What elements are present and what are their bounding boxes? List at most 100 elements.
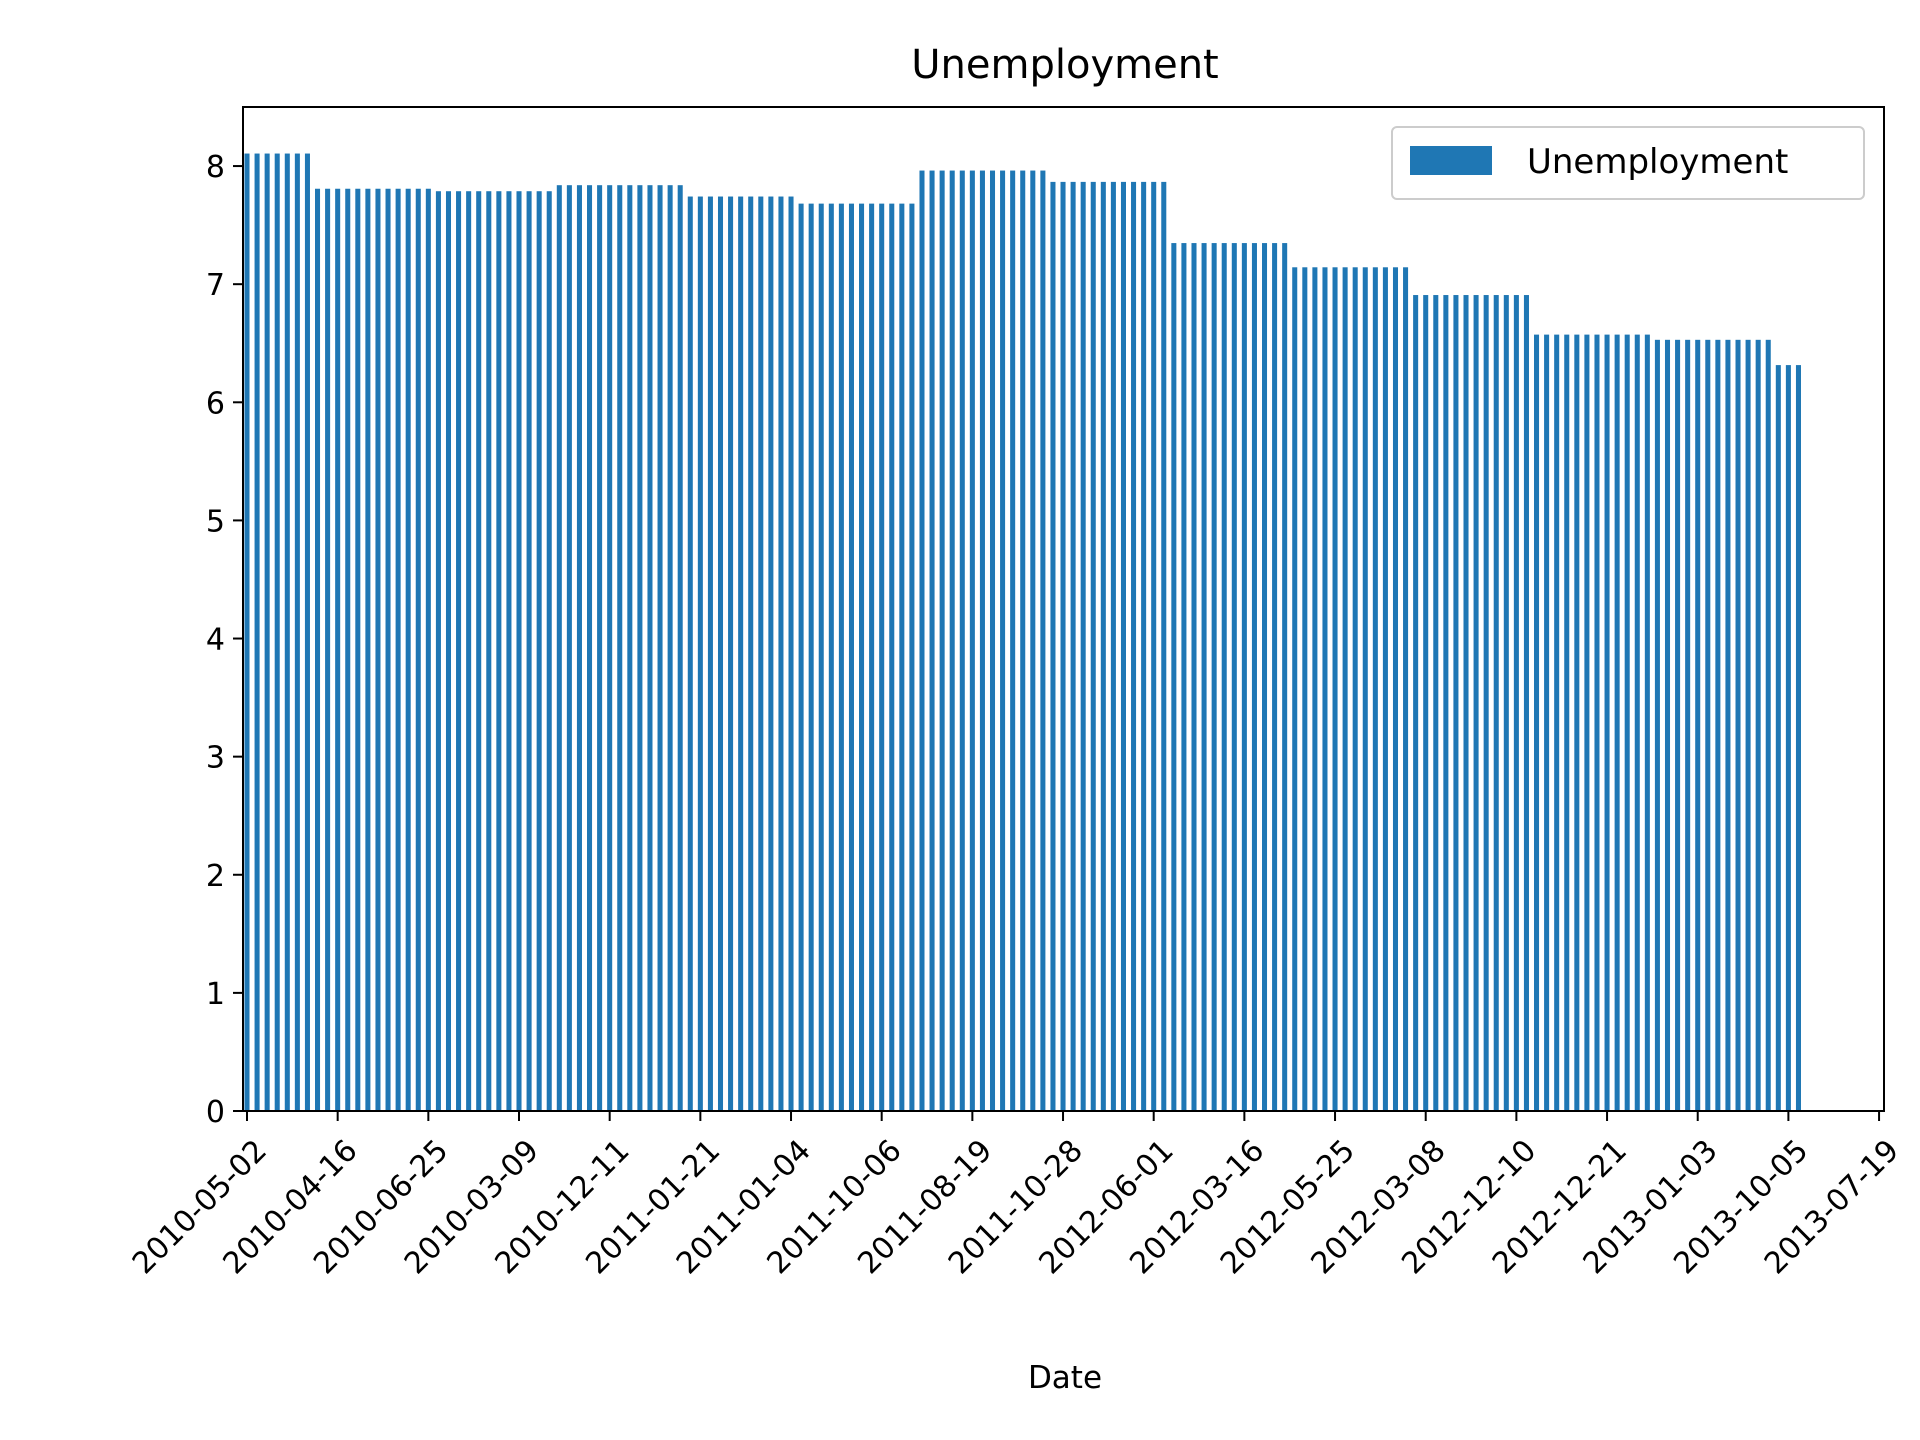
bar [1090,181,1096,1111]
bar [576,185,582,1111]
bar [647,185,653,1111]
bar [1594,334,1600,1111]
y-tick-label: 7 [206,268,225,303]
bar [1171,243,1177,1111]
bar [1685,339,1691,1111]
bar [546,191,552,1112]
bar [1151,181,1157,1111]
bar [1654,339,1660,1111]
bar [1372,267,1378,1111]
bar [939,170,945,1112]
bar [1392,267,1399,1111]
bar [1100,181,1106,1111]
bar [1141,181,1147,1111]
y-tick-label: 2 [206,859,225,894]
bar [677,185,683,1111]
bar [1443,295,1449,1111]
bar [375,188,381,1112]
bar [1312,267,1318,1111]
legend-label: Unemployment [1527,142,1788,182]
bar [274,153,280,1112]
bar [1302,267,1308,1111]
bar [1483,295,1489,1111]
bar [244,153,250,1112]
bar [435,191,441,1112]
bar [949,170,955,1112]
bar [1241,243,1247,1111]
bar [1272,243,1278,1111]
bar [808,203,814,1111]
bar [516,191,522,1112]
bar [1110,181,1116,1111]
bar [717,196,724,1111]
bar [415,188,421,1112]
bar [1503,295,1509,1111]
chart-title: Unemployment [911,42,1218,88]
bar [385,188,391,1112]
bar [1675,339,1681,1111]
bar [294,153,300,1112]
bar [1080,181,1086,1111]
bar [788,196,794,1111]
bar [254,153,260,1112]
bar [617,185,623,1111]
bar [1403,267,1409,1111]
bar [1513,295,1519,1111]
bar [798,203,804,1111]
bar [1352,267,1358,1111]
bar [778,196,784,1111]
bar [838,203,844,1111]
bar [1695,339,1701,1111]
bar [456,191,462,1112]
bar [526,191,532,1112]
y-tick-label: 8 [206,150,225,185]
bar [425,188,431,1112]
bar [1433,295,1439,1111]
bar [889,203,895,1111]
bar [607,185,613,1111]
bar [1795,365,1801,1112]
bar [1413,295,1419,1111]
bar [687,196,693,1111]
bar [1463,295,1469,1111]
bar [476,191,482,1112]
bar [264,153,270,1112]
bar [637,185,643,1111]
bar [1715,339,1721,1111]
bar [1050,181,1056,1111]
bar [1382,267,1388,1111]
bar [1453,295,1459,1111]
bar [405,188,411,1112]
bar [859,203,865,1111]
plot-frame [242,106,1885,1112]
bar [1211,243,1217,1111]
y-tick-label: 1 [206,977,225,1012]
bar [1725,339,1731,1111]
bar [697,196,703,1111]
bar [818,203,824,1111]
bar [1785,365,1791,1112]
bar [566,185,572,1111]
y-tick-label: 4 [206,623,225,658]
bar [506,191,512,1112]
bar [536,191,542,1112]
bar [1020,170,1026,1112]
bar [1131,181,1137,1111]
bar [1624,334,1630,1111]
bar [1584,334,1590,1111]
x-axis-title: Date [1028,1360,1102,1396]
bar [1292,267,1298,1111]
bar [1604,334,1610,1111]
bar [738,196,744,1111]
legend-swatch [1410,146,1492,175]
bar [848,203,854,1111]
bar [1282,243,1288,1111]
bar [869,203,875,1111]
bar [1322,267,1328,1111]
y-tick-label: 6 [206,386,225,421]
bar [1765,339,1771,1111]
bar [1534,334,1540,1111]
bar [1775,365,1781,1112]
bar [1191,243,1197,1111]
